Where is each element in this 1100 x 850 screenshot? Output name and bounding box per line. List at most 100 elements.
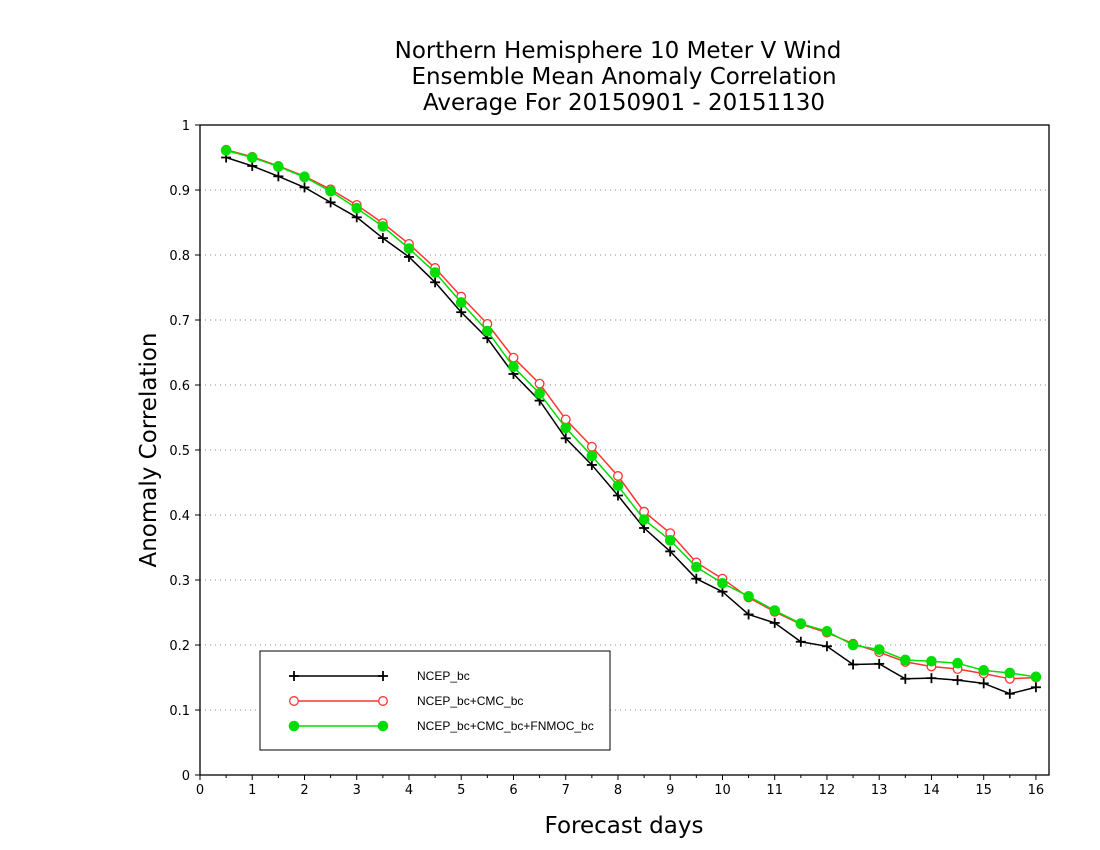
series-point — [873, 644, 885, 655]
series-point — [847, 639, 859, 651]
series-point — [456, 307, 467, 318]
series-point — [743, 609, 754, 620]
x-tick-label: 16 — [1028, 783, 1045, 798]
series-point — [220, 145, 232, 156]
series-point — [246, 152, 258, 163]
x-tick-label: 11 — [766, 783, 783, 798]
series-point — [978, 678, 989, 689]
x-tick-label: 3 — [353, 783, 361, 798]
legend-item: NCEP_bc+CMC_bc+FNMOC_bc — [288, 719, 594, 733]
legend-label: NCEP_bc+CMC_bc — [417, 694, 523, 708]
series-point — [665, 546, 676, 557]
x-tick-label: 6 — [509, 783, 517, 798]
legend-label: NCEP_bc+CMC_bc+FNMOC_bc — [417, 719, 594, 733]
x-tick-label: 2 — [300, 783, 308, 798]
series-point — [325, 186, 336, 197]
series-point — [273, 161, 284, 172]
x-tick-label: 10 — [714, 783, 731, 798]
legend: NCEP_bc NCEP_bc+CMC_bc NCEP_bc+CMC_bc+FNMO… — [259, 650, 611, 751]
series-point — [952, 657, 963, 669]
series-point — [1030, 682, 1041, 693]
x-tick-label: 1 — [248, 783, 256, 798]
legend-marker — [288, 720, 300, 732]
series-point — [560, 422, 572, 434]
series-point — [795, 618, 807, 629]
y-axis-label: Anomaly Correlation — [136, 332, 162, 567]
series-point — [560, 414, 571, 425]
series-point — [351, 212, 362, 223]
series-point — [743, 590, 754, 602]
series-point — [664, 535, 676, 546]
y-tick-label: 0.7 — [169, 314, 190, 329]
series-point — [299, 182, 310, 193]
legend-label: NCEP_bc — [417, 669, 470, 683]
legend-marker — [289, 671, 299, 681]
series-point — [900, 673, 911, 684]
series-point — [586, 441, 597, 452]
y-tick-label: 0.6 — [169, 379, 190, 394]
x-tick-label: 13 — [871, 783, 888, 798]
y-axis-ticks: 0 0.1 0.2 0.3 0.4 0.5 0.6 0.7 0.8 0.9 1 — [169, 119, 200, 784]
x-tick-label: 0 — [196, 783, 204, 798]
series-1 — [221, 144, 1041, 684]
series-point — [821, 641, 832, 652]
series-line — [225, 148, 1036, 680]
series-point — [273, 171, 284, 182]
series-point — [377, 221, 389, 232]
series-point — [717, 577, 728, 589]
series-point — [691, 573, 702, 584]
series-2 — [220, 145, 1042, 683]
series-point — [612, 480, 624, 492]
series-point — [612, 490, 623, 501]
gridlines — [200, 189, 1049, 711]
legend-items: NCEP_bc NCEP_bc+CMC_bc NCEP_bc+CMC_bc+FNMO… — [288, 669, 594, 733]
series-line — [225, 149, 1037, 678]
series-point — [848, 659, 859, 670]
series-point — [430, 277, 441, 288]
series-point — [952, 675, 963, 686]
x-axis-label: Forecast days — [545, 813, 704, 839]
y-tick-label: 0.2 — [169, 639, 190, 654]
x-axis-ticks: 0 1 2 3 4 5 6 7 8 9 10 11 12 13 14 15 16 — [196, 775, 1044, 798]
series-point — [534, 378, 545, 389]
series-point — [534, 388, 545, 399]
series-point — [1004, 688, 1015, 699]
chart-title: Northern Hemisphere 10 Meter V Wind Ense… — [395, 38, 842, 116]
series-point — [769, 617, 780, 628]
series-point — [351, 202, 363, 214]
series-point — [482, 325, 493, 337]
y-tick-label: 0.5 — [169, 444, 190, 459]
series-point — [508, 352, 519, 363]
legend-marker — [289, 696, 299, 706]
series-point — [926, 655, 937, 667]
y-tick-label: 0 — [182, 769, 190, 784]
legend-marker — [378, 696, 388, 706]
legend-marker — [378, 671, 388, 681]
x-tick-label: 5 — [457, 783, 465, 798]
legend-item: NCEP_bc+CMC_bc — [289, 694, 523, 708]
y-tick-label: 0.4 — [169, 509, 190, 524]
x-tick-label: 4 — [405, 783, 413, 798]
series-point — [821, 626, 833, 637]
title-line-3: Average For 20150901 - 20151130 — [423, 90, 825, 116]
series-point — [429, 267, 441, 278]
title-line-1: Northern Hemisphere 10 Meter V Wind — [395, 38, 842, 64]
x-tick-label: 8 — [614, 783, 622, 798]
y-tick-label: 0.3 — [169, 574, 190, 589]
x-tick-label: 9 — [666, 783, 674, 798]
y-tick-label: 0.8 — [169, 249, 190, 264]
series-point — [586, 450, 598, 462]
series-point — [1030, 671, 1042, 683]
series-point — [325, 197, 336, 208]
series-point — [586, 459, 597, 470]
series-point — [769, 605, 781, 616]
series-point — [613, 471, 623, 481]
y-tick-label: 1 — [182, 119, 190, 134]
series-point — [691, 561, 702, 573]
x-tick-label: 7 — [562, 783, 570, 798]
series-point — [795, 636, 806, 647]
series-point — [638, 514, 650, 525]
series-layer — [220, 144, 1042, 699]
series-point — [874, 658, 885, 669]
